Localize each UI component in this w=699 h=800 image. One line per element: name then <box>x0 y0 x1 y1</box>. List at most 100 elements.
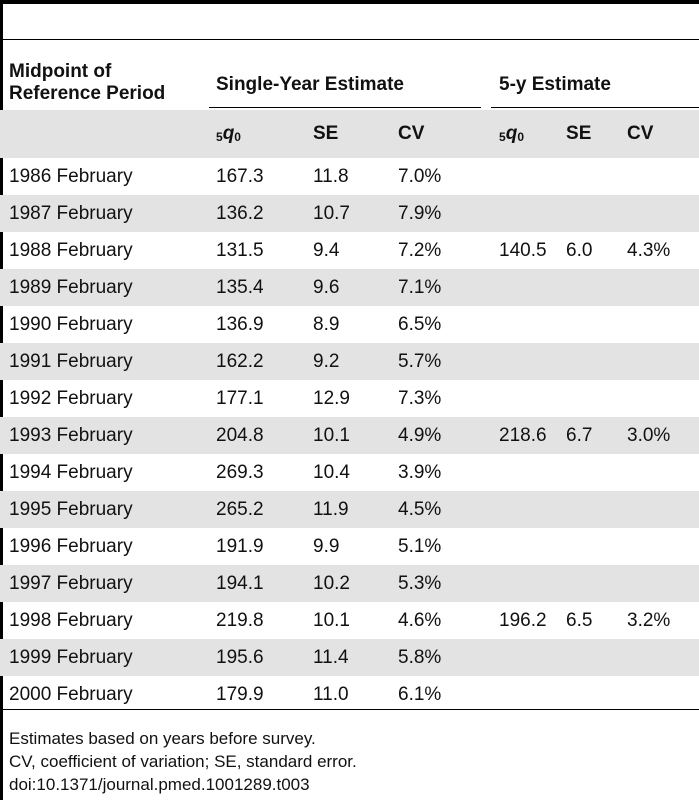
note-doi: doi:10.1371/journal.pmed.1001289.t003 <box>9 775 310 794</box>
cv5-cell <box>623 343 699 380</box>
q-cell: 135.4 <box>209 269 310 306</box>
cv-cell: 4.6% <box>398 609 442 631</box>
five-year-group-rule <box>491 107 699 108</box>
q5-cell <box>491 454 566 491</box>
cv5-cell <box>623 491 699 528</box>
se-cell: 10.2 <box>310 565 396 602</box>
q-cell: 162.2 <box>209 343 310 380</box>
cv5-cell <box>623 306 699 343</box>
subheader-row: 5q0 SE CV 5q0 SE CV <box>0 110 699 158</box>
se5-cell <box>566 195 624 232</box>
period-cell: 1997 February <box>0 565 209 602</box>
period-cell: 1995 February <box>0 491 209 528</box>
q-cell: 195.6 <box>209 639 310 676</box>
q-cell: 136.9 <box>216 313 264 335</box>
se5-cell <box>566 269 624 306</box>
cv5-cell <box>623 195 699 232</box>
single-year-header: Single-Year Estimate <box>216 73 404 95</box>
period-cell: 1987 February <box>0 195 209 232</box>
se-cell: 9.9 <box>313 535 340 557</box>
cv-cell: 5.1% <box>398 535 442 557</box>
se-cell: 11.9 <box>310 491 396 528</box>
cv-cell: 7.3% <box>398 387 442 409</box>
q5-cell <box>491 343 567 380</box>
table-row: 1994 February 269.3 10.4 3.9% <box>0 454 699 491</box>
cv5-cell <box>623 269 699 306</box>
table-row: 1996 February 191.9 9.9 5.1% <box>0 528 699 565</box>
q-cell: 265.2 <box>209 491 310 528</box>
cv5-cell <box>623 158 699 195</box>
table-row: 1995 February 265.2 11.9 4.5% <box>0 491 699 528</box>
se-cell: 10.1 <box>310 417 396 454</box>
period-cell: 1999 February <box>0 639 209 676</box>
q5-cell <box>491 676 566 713</box>
period-cell: 1988 February <box>9 239 133 261</box>
cv5-header: CV <box>623 110 699 158</box>
cv-cell: 7.1% <box>396 269 492 306</box>
period-cell: 1993 February <box>0 417 209 454</box>
se-cell: 9.2 <box>310 343 396 380</box>
se5-cell <box>566 158 623 195</box>
table-row: 1999 February 195.6 11.4 5.8% <box>0 639 699 676</box>
single-year-group-rule <box>209 107 481 108</box>
se5-header: SE <box>566 110 624 158</box>
se-cell: 9.4 <box>313 239 340 261</box>
note-basis: Estimates based on years before survey. <box>9 729 316 748</box>
table-row: 1997 February 194.1 10.2 5.3% <box>0 565 699 602</box>
table-row: 1992 February 177.1 12.9 7.3% <box>0 380 699 417</box>
left-border <box>0 0 3 800</box>
q-cell: 191.9 <box>216 535 264 557</box>
header-row: Midpoint of Reference Period Single-Year… <box>0 59 699 110</box>
q-header: 5q0 <box>209 110 310 158</box>
q5-cell <box>491 306 566 343</box>
se5-cell <box>566 639 624 676</box>
se5-cell: 6.0 <box>566 239 593 261</box>
table-row: 2000 February 179.9 11.0 6.1% <box>0 676 699 713</box>
se-cell: 12.9 <box>313 387 350 409</box>
se-cell: 11.0 <box>313 683 349 705</box>
se5-cell <box>566 343 624 380</box>
se5-cell <box>566 528 623 565</box>
period-cell: 1991 February <box>0 343 209 380</box>
midpoint-header-line1: Midpoint of <box>9 61 112 82</box>
q5-cell <box>491 565 567 602</box>
period-cell: 1994 February <box>9 461 133 483</box>
cv5-cell <box>623 639 699 676</box>
table-row: 1986 February 167.3 11.8 7.0% <box>0 158 699 195</box>
q-cell: 204.8 <box>209 417 310 454</box>
se5-cell <box>566 491 624 528</box>
cv5-cell: 3.0% <box>623 417 699 454</box>
se-cell: 10.7 <box>310 195 396 232</box>
period-cell: 1998 February <box>9 609 133 631</box>
se5-cell <box>566 380 623 417</box>
se5-cell <box>566 565 624 602</box>
q-cell: 179.9 <box>216 683 264 705</box>
q5-cell <box>491 269 567 306</box>
cv5-cell <box>623 380 699 417</box>
cv-cell: 5.8% <box>396 639 492 676</box>
cv-cell: 3.9% <box>398 461 442 483</box>
cv-cell: 4.9% <box>396 417 492 454</box>
se-cell: 9.6 <box>310 269 396 306</box>
q5-cell <box>491 158 566 195</box>
cv5-cell <box>623 565 699 602</box>
q-cell: 167.3 <box>216 165 264 187</box>
period-cell: 1989 February <box>0 269 209 306</box>
cv5-cell: 3.2% <box>627 609 671 631</box>
se-cell: 8.9 <box>313 313 340 335</box>
cv5-cell <box>623 528 699 565</box>
period-cell: 1992 February <box>9 387 133 409</box>
cv-header: CV <box>396 110 492 158</box>
period-cell: 1990 February <box>9 313 133 335</box>
cv-cell: 5.7% <box>396 343 492 380</box>
q5-cell: 196.2 <box>499 609 547 631</box>
se5-cell <box>566 306 623 343</box>
table-row: 1993 February 204.8 10.1 4.9% 218.6 6.7 3.0% <box>0 417 699 454</box>
subheader-empty <box>0 110 209 158</box>
mortality-estimates-table: Midpoint of Reference Period Single-Year… <box>0 59 699 713</box>
period-cell: 1996 February <box>9 535 133 557</box>
se-cell: 11.4 <box>310 639 396 676</box>
midpoint-header: Midpoint of Reference Period <box>0 59 209 110</box>
se-cell: 11.8 <box>313 165 349 187</box>
q5-cell <box>491 639 567 676</box>
